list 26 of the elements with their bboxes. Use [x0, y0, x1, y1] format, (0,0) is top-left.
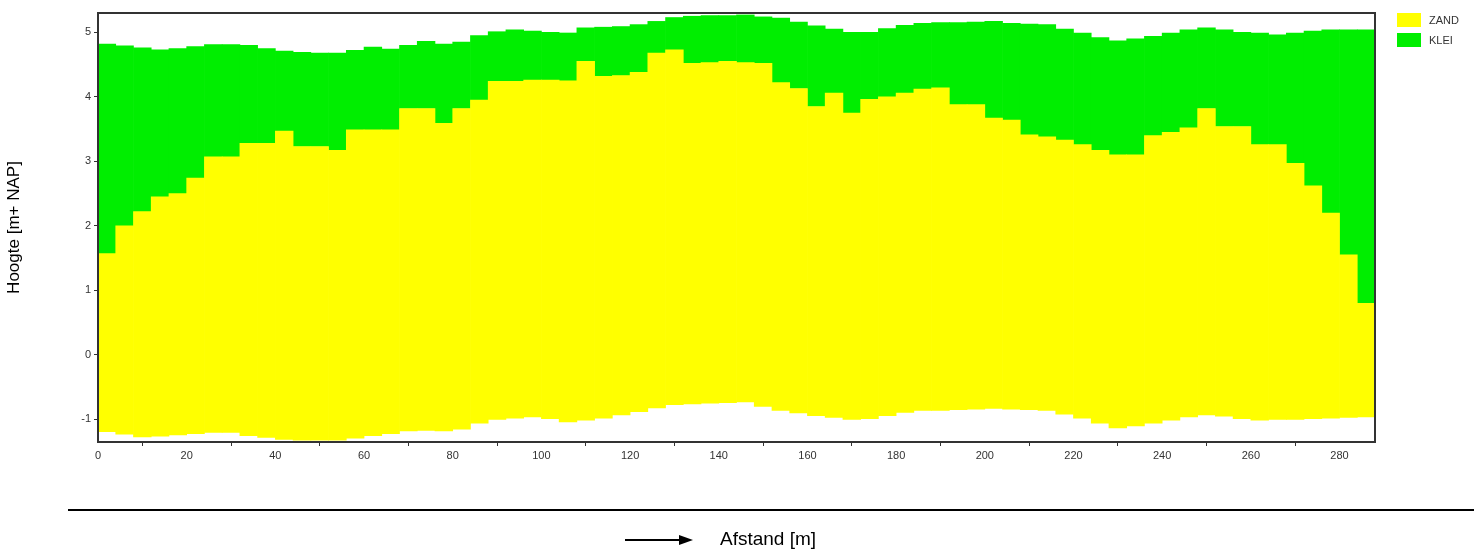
y-tick-label: 1: [84, 283, 91, 296]
x-axis-title: Afstand [m]: [720, 528, 817, 550]
x-tick-label: 40: [269, 448, 282, 461]
x-tick-label: 60: [357, 448, 371, 461]
x-tick-label: 80: [446, 448, 459, 461]
x-tick-label: 140: [709, 448, 728, 461]
x-tick-label: 100: [532, 448, 551, 461]
y-tick-label: 5: [84, 25, 91, 38]
x-tick-label: 280: [1330, 448, 1349, 461]
y-axis-title: Hoogte [m+ NAP]: [3, 161, 23, 294]
legend-label: KLEI: [1429, 34, 1453, 46]
x-tick-label: 20: [180, 448, 193, 461]
x-tick-label: 260: [1241, 448, 1261, 461]
x-tick-label: 0: [94, 448, 102, 461]
x-tick-label: 220: [1064, 448, 1083, 461]
x-tick-label: 120: [620, 448, 640, 461]
y-tick-label: 2: [84, 218, 91, 231]
x-tick-label: 160: [798, 448, 817, 461]
y-tick-label: 4: [84, 89, 91, 102]
y-tick-label: 3: [84, 154, 91, 167]
legend-label: ZAND: [1429, 14, 1459, 26]
y-tick-label: -1: [81, 412, 91, 425]
y-tick-label: 0: [84, 347, 91, 360]
x-tick-label: 240: [1152, 448, 1172, 461]
x-tick-label: 200: [975, 448, 994, 461]
x-tick-label: 180: [886, 448, 906, 461]
